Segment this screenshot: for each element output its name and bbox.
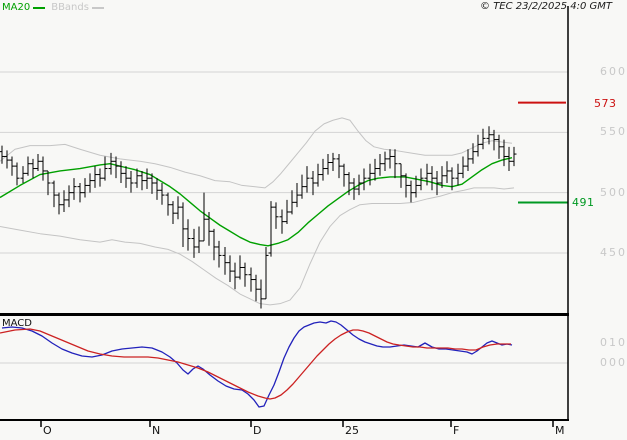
macd-axis-label: 010 <box>600 336 627 349</box>
bollinger-upper-band <box>0 117 513 189</box>
macd-panel-label: MACD <box>2 318 32 329</box>
bollinger-lower-band <box>0 187 515 306</box>
price-axis-label: 600 <box>600 65 627 78</box>
level-price-label: 573 <box>594 96 617 110</box>
time-axis-label: O <box>43 424 52 437</box>
price-axis-label: 500 <box>600 185 627 199</box>
macd-axis-label: 000 <box>600 356 627 369</box>
time-axis-label: 25 <box>345 424 359 437</box>
price-axis-label: 450 <box>600 246 627 259</box>
bbands-line-swatch-icon <box>91 7 104 9</box>
level-price-label: 491 <box>572 195 595 209</box>
ma20-line-swatch-icon <box>33 7 46 9</box>
copyright-timestamp: © TEC 23/2/2025 4:0 GMT <box>480 1 612 12</box>
legend-ma20-label: MA20 <box>2 2 31 13</box>
chart-legend: MA20 BBands <box>2 2 110 14</box>
legend-bbands-label: BBands <box>51 2 89 13</box>
time-axis-label: D <box>253 424 262 437</box>
time-axis-label: M <box>555 424 565 437</box>
ma20-line <box>0 156 513 247</box>
macd-line <box>1 320 513 408</box>
price-axis-label: 550 <box>600 125 627 139</box>
time-axis-label: N <box>152 424 161 437</box>
signal-line <box>0 328 511 400</box>
time-axis-label: F <box>453 424 460 437</box>
